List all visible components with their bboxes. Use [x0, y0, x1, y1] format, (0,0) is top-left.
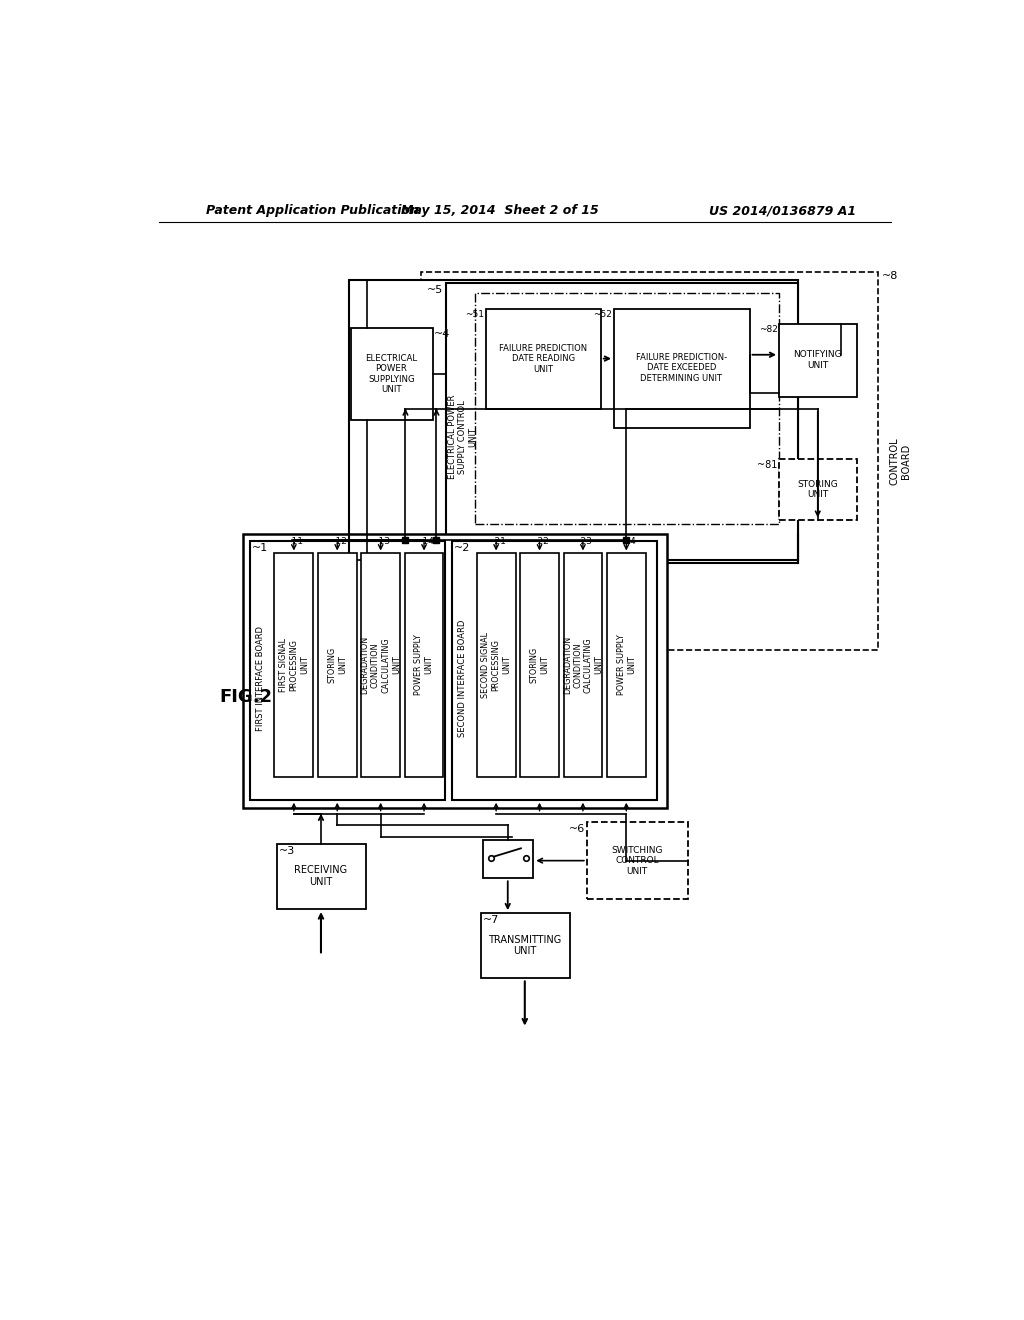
Bar [563, 553, 602, 776]
Text: ~1: ~1 [252, 544, 268, 553]
Text: ~11: ~11 [285, 537, 303, 546]
Text: US 2014/0136879 A1: US 2014/0136879 A1 [710, 205, 856, 218]
Bar [475, 293, 779, 524]
Text: ELECTRICAL
POWER
SUPPLYING
UNIT: ELECTRICAL POWER SUPPLYING UNIT [366, 354, 418, 395]
Text: STORING
UNIT: STORING UNIT [328, 647, 347, 684]
Text: ELECTRICAL POWER
SUPPLY CONTROL
UNIT: ELECTRICAL POWER SUPPLY CONTROL UNIT [447, 395, 478, 479]
Text: ~12: ~12 [328, 537, 347, 546]
Text: ~81: ~81 [757, 461, 777, 470]
Text: POWER SUPPLY
UNIT: POWER SUPPLY UNIT [415, 635, 434, 696]
Text: FAILURE PREDICTION
DATE READING
UNIT: FAILURE PREDICTION DATE READING UNIT [500, 343, 588, 374]
Text: ~4: ~4 [434, 330, 451, 339]
Text: ~13: ~13 [371, 537, 390, 546]
Bar [349, 280, 799, 564]
Text: ~6: ~6 [569, 824, 586, 834]
Text: DEGRADATION
CONDITION
CALCULATING
UNIT: DEGRADATION CONDITION CALCULATING UNIT [360, 636, 400, 694]
Bar [445, 284, 799, 561]
Bar [317, 553, 356, 776]
Bar [243, 535, 668, 808]
Text: FAILURE PREDICTION-
DATE EXCEEDED
DETERMINING UNIT: FAILURE PREDICTION- DATE EXCEEDED DETERM… [636, 352, 727, 383]
Text: ~82: ~82 [759, 326, 777, 334]
Bar [404, 553, 443, 776]
Bar [607, 553, 646, 776]
Text: ~23: ~23 [573, 537, 592, 546]
Text: ~5: ~5 [426, 285, 442, 294]
Text: SECOND SIGNAL
PROCESSING
UNIT: SECOND SIGNAL PROCESSING UNIT [481, 632, 511, 698]
Text: Patent Application Publication: Patent Application Publication [206, 205, 419, 218]
Text: ~3: ~3 [280, 846, 295, 855]
Text: ~2: ~2 [455, 544, 471, 553]
Bar [486, 309, 601, 409]
Bar [452, 541, 656, 800]
Bar [779, 323, 856, 397]
Text: DEGRADATION
CONDITION
CALCULATING
UNIT: DEGRADATION CONDITION CALCULATING UNIT [563, 636, 603, 694]
Text: ~7: ~7 [483, 915, 500, 925]
Bar [520, 553, 559, 776]
Text: ~24: ~24 [616, 537, 636, 546]
Text: POWER SUPPLY
UNIT: POWER SUPPLY UNIT [616, 635, 636, 696]
Text: CONTROL
BOARD: CONTROL BOARD [889, 437, 910, 484]
Bar [477, 553, 515, 776]
Bar [361, 553, 400, 776]
Text: ~51: ~51 [466, 310, 484, 319]
Bar [351, 327, 432, 420]
Text: FIRST SIGNAL
PROCESSING
UNIT: FIRST SIGNAL PROCESSING UNIT [279, 638, 309, 692]
Text: NOTIFYING
UNIT: NOTIFYING UNIT [794, 350, 842, 370]
Text: TRANSMITTING
UNIT: TRANSMITTING UNIT [488, 935, 561, 956]
Text: ~52: ~52 [594, 310, 612, 319]
Text: FIG.2: FIG.2 [219, 689, 272, 706]
Text: SECOND INTERFACE BOARD: SECOND INTERFACE BOARD [459, 619, 467, 737]
Text: STORING
UNIT: STORING UNIT [529, 647, 549, 684]
Bar [614, 309, 750, 428]
Text: ~21: ~21 [486, 537, 506, 546]
Bar [779, 459, 856, 520]
Text: ~14: ~14 [415, 537, 433, 546]
Text: May 15, 2014  Sheet 2 of 15: May 15, 2014 Sheet 2 of 15 [401, 205, 599, 218]
Bar [480, 913, 569, 978]
Bar [587, 822, 687, 899]
Bar [421, 272, 879, 649]
Text: SWITCHING
CONTROL
UNIT: SWITCHING CONTROL UNIT [611, 846, 663, 875]
Bar [276, 843, 366, 909]
Text: FIRST INTERFACE BOARD: FIRST INTERFACE BOARD [256, 626, 265, 731]
Text: RECEIVING
UNIT: RECEIVING UNIT [295, 865, 347, 887]
Bar [250, 541, 445, 800]
Text: ~22: ~22 [530, 537, 549, 546]
Text: STORING
UNIT: STORING UNIT [798, 479, 838, 499]
Text: ~8: ~8 [882, 271, 898, 281]
Bar [274, 553, 313, 776]
Bar [483, 840, 534, 878]
